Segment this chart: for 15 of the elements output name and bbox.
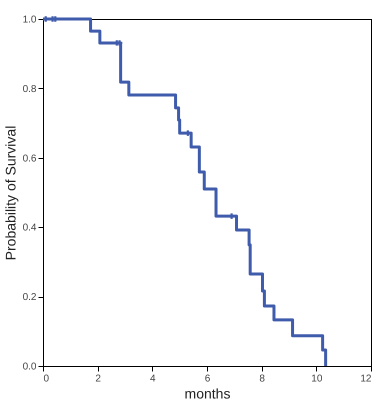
y-tick-label: 0.4 [22, 222, 37, 234]
x-tick-label: 6 [204, 374, 211, 384]
y-tick-label: 0.8 [22, 84, 37, 95]
y-tick-label: 0.2 [22, 292, 37, 304]
x-tick-label: 4 [150, 374, 156, 384]
x-tick-label: 8 [259, 374, 266, 384]
y-tick-label: 0.6 [22, 153, 37, 164]
y-axis-title: Probability of Survival [2, 126, 19, 260]
x-tick-label: 12 [360, 374, 372, 384]
x-axis-title: months [184, 386, 230, 402]
y-tick-label: 0.0 [22, 362, 37, 372]
x-tick-label: 0 [44, 374, 50, 384]
x-tick-label: 2 [95, 374, 102, 384]
x-tick-label: 10 [311, 374, 323, 384]
y-tick-label: 1.0 [22, 14, 37, 26]
